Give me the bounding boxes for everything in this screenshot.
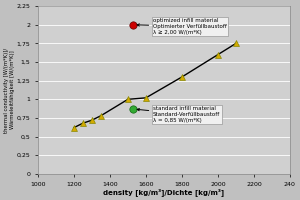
Text: standard infill material
Standard-Verfüllbaustoff
λ = 0,85 W/(m*K): standard infill material Standard-Verfül… [137, 106, 220, 123]
Y-axis label: thermal conductivity [W/(m*K)]/
Wärmeleitfähigkeit [W/(m*K)]: thermal conductivity [W/(m*K)]/ Wärmelei… [4, 47, 15, 133]
Point [89, 119, 94, 122]
Point [131, 107, 136, 111]
Point [179, 75, 184, 79]
Point [80, 122, 85, 125]
Point [125, 98, 130, 101]
X-axis label: density [kg/m³]/Dichte [kg/m³]: density [kg/m³]/Dichte [kg/m³] [103, 188, 224, 196]
Point [98, 114, 103, 117]
Point [71, 126, 76, 129]
Point [143, 96, 148, 99]
Point [131, 23, 136, 26]
Text: optimized infill material
Optimierter Verfüllbaustoff
λ ≥ 2,00 W/(m*K): optimized infill material Optimierter Ve… [137, 18, 227, 35]
Point [233, 42, 238, 45]
Point [215, 53, 220, 56]
